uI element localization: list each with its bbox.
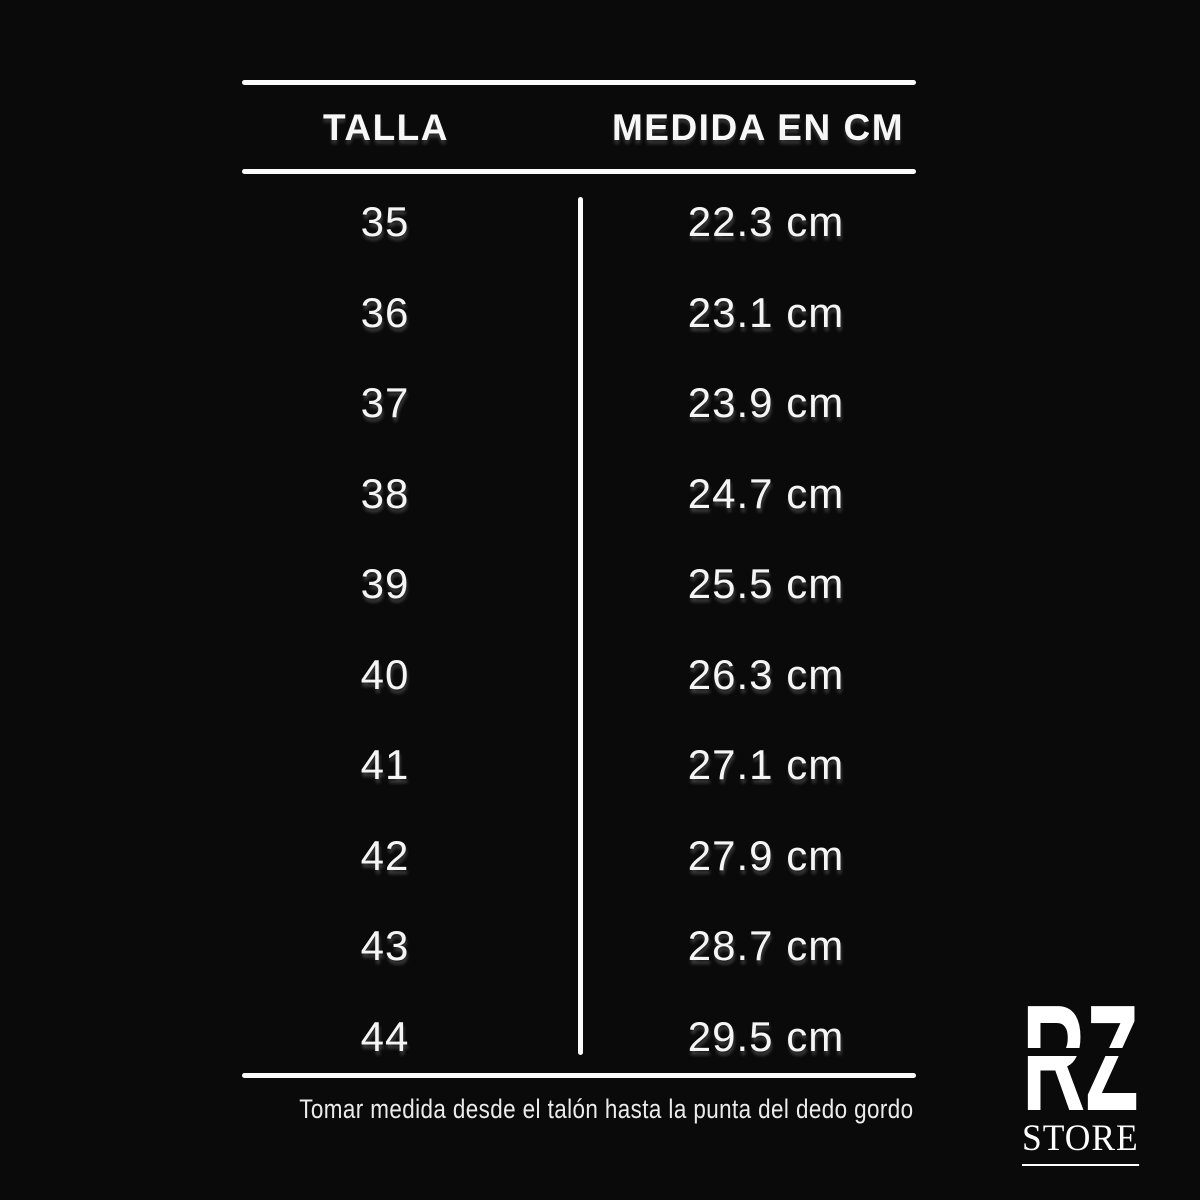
size-value: 43 <box>360 922 410 970</box>
size-value: 36 <box>360 288 410 336</box>
brand-logo: RZ STORE <box>1022 1000 1144 1166</box>
rz-logo-icon: RZ <box>1022 1000 1144 1114</box>
size-value: 41 <box>360 741 410 789</box>
measure-value: 28.7 cm <box>687 922 845 970</box>
size-value: 39 <box>360 560 410 608</box>
table-row: 44 29.5 cm <box>242 992 916 1083</box>
size-value: 37 <box>360 379 410 427</box>
table-header-row: TALLA MEDIDA EN CM <box>242 106 916 150</box>
top-rule <box>242 80 916 85</box>
measure-value: 26.3 cm <box>687 650 845 698</box>
table-row: 37 23.9 cm <box>242 358 916 449</box>
column-header-talla: TALLA <box>323 107 449 148</box>
measure-value: 23.9 cm <box>687 379 845 427</box>
logo-letters: RZ <box>1022 1000 1139 1114</box>
column-divider-line <box>578 197 583 1055</box>
table-row: 40 26.3 cm <box>242 630 916 721</box>
table-row: 43 28.7 cm <box>242 901 916 992</box>
table-row: 38 24.7 cm <box>242 449 916 540</box>
measure-value: 29.5 cm <box>687 1012 845 1060</box>
table-row: 35 22.3 cm <box>242 177 916 268</box>
size-value: 42 <box>360 831 410 879</box>
size-rows: 35 22.3 cm 36 23.1 cm 37 23.9 cm 38 24.7 cm 39 25… <box>242 177 916 1082</box>
table-row: 36 23.1 cm <box>242 268 916 359</box>
size-value: 44 <box>360 1012 410 1060</box>
size-value: 38 <box>360 469 410 517</box>
size-value: 35 <box>360 198 410 246</box>
measure-value: 25.5 cm <box>687 560 845 608</box>
measure-value: 23.1 cm <box>687 288 845 336</box>
table-row: 39 25.5 cm <box>242 539 916 630</box>
bottom-rule <box>242 1073 916 1078</box>
measure-value: 22.3 cm <box>687 198 845 246</box>
table-row: 42 27.9 cm <box>242 811 916 902</box>
logo-store-label: STORE <box>1022 1117 1139 1166</box>
size-value: 40 <box>360 650 410 698</box>
measure-value: 27.1 cm <box>687 741 845 789</box>
table-row: 41 27.1 cm <box>242 720 916 811</box>
header-divider-rule <box>242 169 916 174</box>
measure-value: 27.9 cm <box>687 831 845 879</box>
column-header-medida: MEDIDA EN CM <box>611 107 905 148</box>
measuring-instruction: Tomar medida desde el talón hasta la pun… <box>299 1094 914 1124</box>
measure-value: 24.7 cm <box>687 469 845 517</box>
logo-slice-gap <box>1022 1048 1144 1056</box>
